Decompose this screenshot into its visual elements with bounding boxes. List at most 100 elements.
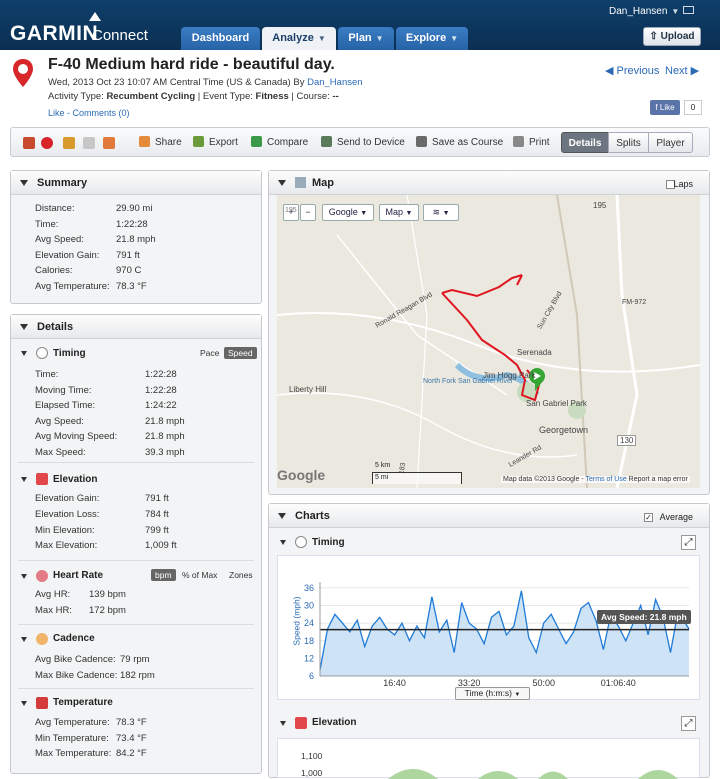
summary-header[interactable]: Summary xyxy=(11,171,261,195)
x-tick-label: 33:20 xyxy=(458,678,481,688)
collapse-icon xyxy=(278,180,286,186)
speed-chart[interactable]: 6 12 18 24 30 36 16:40 33:20 50:00 01:06:40 Speed… xyxy=(277,555,700,700)
collapse-timing-chart-icon[interactable] xyxy=(280,540,286,545)
pace-toggle[interactable]: Pace xyxy=(200,348,220,358)
mail-icon[interactable] xyxy=(683,6,694,14)
y-tick-label: 18 xyxy=(304,636,314,646)
map-icon xyxy=(295,177,306,188)
like-comments-link[interactable]: Like - Comments (0) xyxy=(48,108,130,118)
course-value[interactable]: -- xyxy=(332,91,339,102)
activity-meta: Activity Type: Recumbent Cycling | Event… xyxy=(48,91,339,102)
map-provider-select[interactable]: Google ▼ xyxy=(322,204,374,221)
collapse-timing-icon[interactable] xyxy=(21,351,27,356)
save-as-course-button[interactable]: Save as Course xyxy=(416,136,503,148)
send-to-device-button[interactable]: Send to Device xyxy=(321,136,405,148)
layers-button[interactable]: ≋ ▼ xyxy=(423,204,459,221)
collapse-elevation-icon[interactable] xyxy=(21,477,27,482)
x-axis-select[interactable]: Time (h:m:s) ▼ xyxy=(455,687,530,700)
map-type-select[interactable]: Map ▼ xyxy=(379,204,419,221)
person-icon[interactable] xyxy=(103,137,115,149)
edit-icon[interactable] xyxy=(23,137,35,149)
stat-label: Calories: xyxy=(35,265,73,276)
star-icon[interactable] xyxy=(83,137,95,149)
activity-title[interactable]: F-40 Medium hard ride - beautiful day. xyxy=(48,56,335,73)
google-logo[interactable]: Google xyxy=(277,467,326,483)
tab-analyze[interactable]: Analyze ▼ xyxy=(262,27,336,50)
print-button[interactable]: Print xyxy=(513,136,550,148)
stat-value: 139 bpm xyxy=(89,589,126,600)
previous-link[interactable]: ◀ Previous xyxy=(605,64,659,77)
chevron-down-icon: ▼ xyxy=(450,34,459,43)
charts-header[interactable]: Charts xyxy=(269,504,709,528)
details-tab[interactable]: Details xyxy=(561,132,609,153)
share-button[interactable]: Share xyxy=(139,136,182,148)
map-view[interactable]: + − Google ▼ Map ▼ ≋ ▼ 195 195 Liberty H… xyxy=(277,195,700,488)
tab-plan[interactable]: Plan ▼ xyxy=(338,27,394,50)
share-label: Share xyxy=(155,137,182,148)
chevron-down-icon: ▼ xyxy=(375,34,384,43)
brand-text: GARMIN xyxy=(10,22,99,45)
tab-dashboard[interactable]: Dashboard xyxy=(181,27,260,50)
expand-icon[interactable]: ⤢ xyxy=(681,535,696,550)
splits-tab[interactable]: Splits xyxy=(608,132,649,153)
fb-like-label: Like xyxy=(659,103,675,112)
facebook-like-button[interactable]: f Like xyxy=(650,100,680,115)
scale-mi: 5 mi xyxy=(375,474,389,481)
elevation-chart[interactable]: 1,100 1,000 xyxy=(277,738,700,779)
details-header[interactable]: Details xyxy=(11,315,261,339)
speed-chart-svg[interactable]: 6 12 18 24 30 36 16:40 33:20 50:00 01:06:40 xyxy=(278,556,701,701)
percent-max-toggle[interactable]: % of Max xyxy=(182,570,218,580)
upload-button[interactable]: ⇧ Upload xyxy=(643,27,701,46)
average-tooltip: Avg Speed: 21.8 mph xyxy=(597,610,691,624)
zoom-out-button[interactable]: − xyxy=(300,204,316,221)
expand-icon[interactable]: ⤢ xyxy=(681,716,696,731)
elev-tick: 1,000 xyxy=(301,768,323,778)
average-checkbox[interactable]: ✓ xyxy=(644,513,653,522)
stat-value: 182 rpm xyxy=(120,669,155,681)
send-label: Send to Device xyxy=(337,137,405,148)
timing-chart-title: Timing xyxy=(312,537,345,548)
stat-value: 799 ft xyxy=(145,524,169,536)
tab-explore[interactable]: Explore ▼ xyxy=(396,27,468,50)
garmin-logo[interactable]: GARMIN xyxy=(10,12,101,46)
map-label-georgetown: Georgetown xyxy=(539,425,589,435)
player-tab[interactable]: Player xyxy=(648,132,693,153)
stat-label: Avg Speed: xyxy=(35,415,84,427)
speed-toggle[interactable]: Speed xyxy=(224,347,257,359)
event-type-value[interactable]: Fitness xyxy=(255,91,289,102)
collapse-heart-rate-icon[interactable] xyxy=(21,574,27,579)
chevron-down-icon: ▼ xyxy=(317,34,326,43)
export-button[interactable]: Export xyxy=(193,136,238,148)
compare-button[interactable]: Compare xyxy=(251,136,308,148)
delete-icon[interactable] xyxy=(41,137,53,149)
chevron-down-icon: ▼ xyxy=(671,7,680,16)
laps-checkbox[interactable] xyxy=(666,180,675,189)
heart-icon xyxy=(36,570,48,582)
stat-value: 84.2 °F xyxy=(116,748,147,759)
collapse-elevation-chart-icon[interactable] xyxy=(280,721,286,726)
elev-tick: 1,100 xyxy=(301,751,323,761)
logo-triangle-icon xyxy=(89,12,101,21)
terms-link[interactable]: Terms of Use xyxy=(585,476,627,483)
activity-type-value[interactable]: Recumbent Cycling xyxy=(106,91,196,102)
chevron-down-icon: ▼ xyxy=(360,210,368,217)
bpm-toggle[interactable]: bpm xyxy=(151,569,176,581)
zoom-in-button[interactable]: + xyxy=(283,204,299,221)
author-link[interactable]: Dan_Hansen xyxy=(307,77,363,88)
stat-label: Max Speed: xyxy=(35,446,86,458)
next-link[interactable]: Next ▶ xyxy=(665,64,699,77)
collapse-temperature-icon[interactable] xyxy=(21,701,27,706)
event-type-label: Event Type: xyxy=(202,91,253,102)
temperature-title: Temperature xyxy=(53,697,113,708)
report-link[interactable]: Report a map error xyxy=(628,476,688,483)
elevation-icon xyxy=(36,473,48,485)
zones-toggle[interactable]: Zones xyxy=(229,570,253,580)
user-menu[interactable]: Dan_Hansen ▼ xyxy=(609,6,679,17)
lock-icon[interactable] xyxy=(63,137,75,149)
map-header[interactable]: Map xyxy=(269,171,709,195)
divider xyxy=(18,688,254,689)
timing-title: Timing xyxy=(53,348,86,359)
collapse-cadence-icon[interactable] xyxy=(21,637,27,642)
stat-value: 21.8 mph xyxy=(145,415,185,427)
map-canvas[interactable] xyxy=(277,195,700,488)
